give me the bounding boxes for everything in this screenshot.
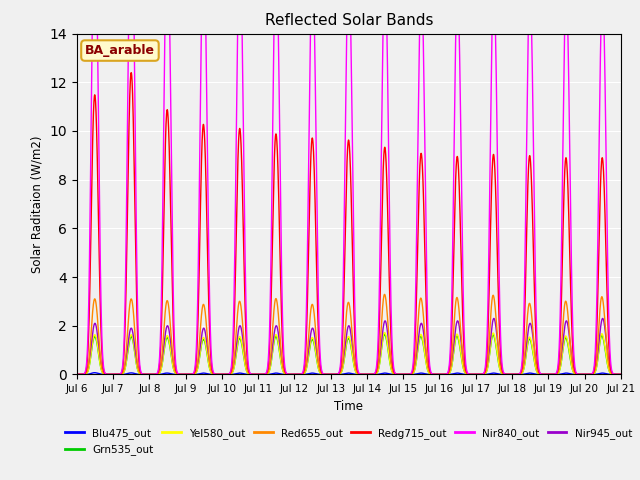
- X-axis label: Time: Time: [334, 400, 364, 413]
- Text: BA_arable: BA_arable: [85, 44, 155, 57]
- Y-axis label: Solar Raditaion (W/m2): Solar Raditaion (W/m2): [31, 135, 44, 273]
- Legend: Blu475_out, Grn535_out, Yel580_out, Red655_out, Redg715_out, Nir840_out, Nir945_: Blu475_out, Grn535_out, Yel580_out, Red6…: [61, 424, 636, 459]
- Title: Reflected Solar Bands: Reflected Solar Bands: [264, 13, 433, 28]
